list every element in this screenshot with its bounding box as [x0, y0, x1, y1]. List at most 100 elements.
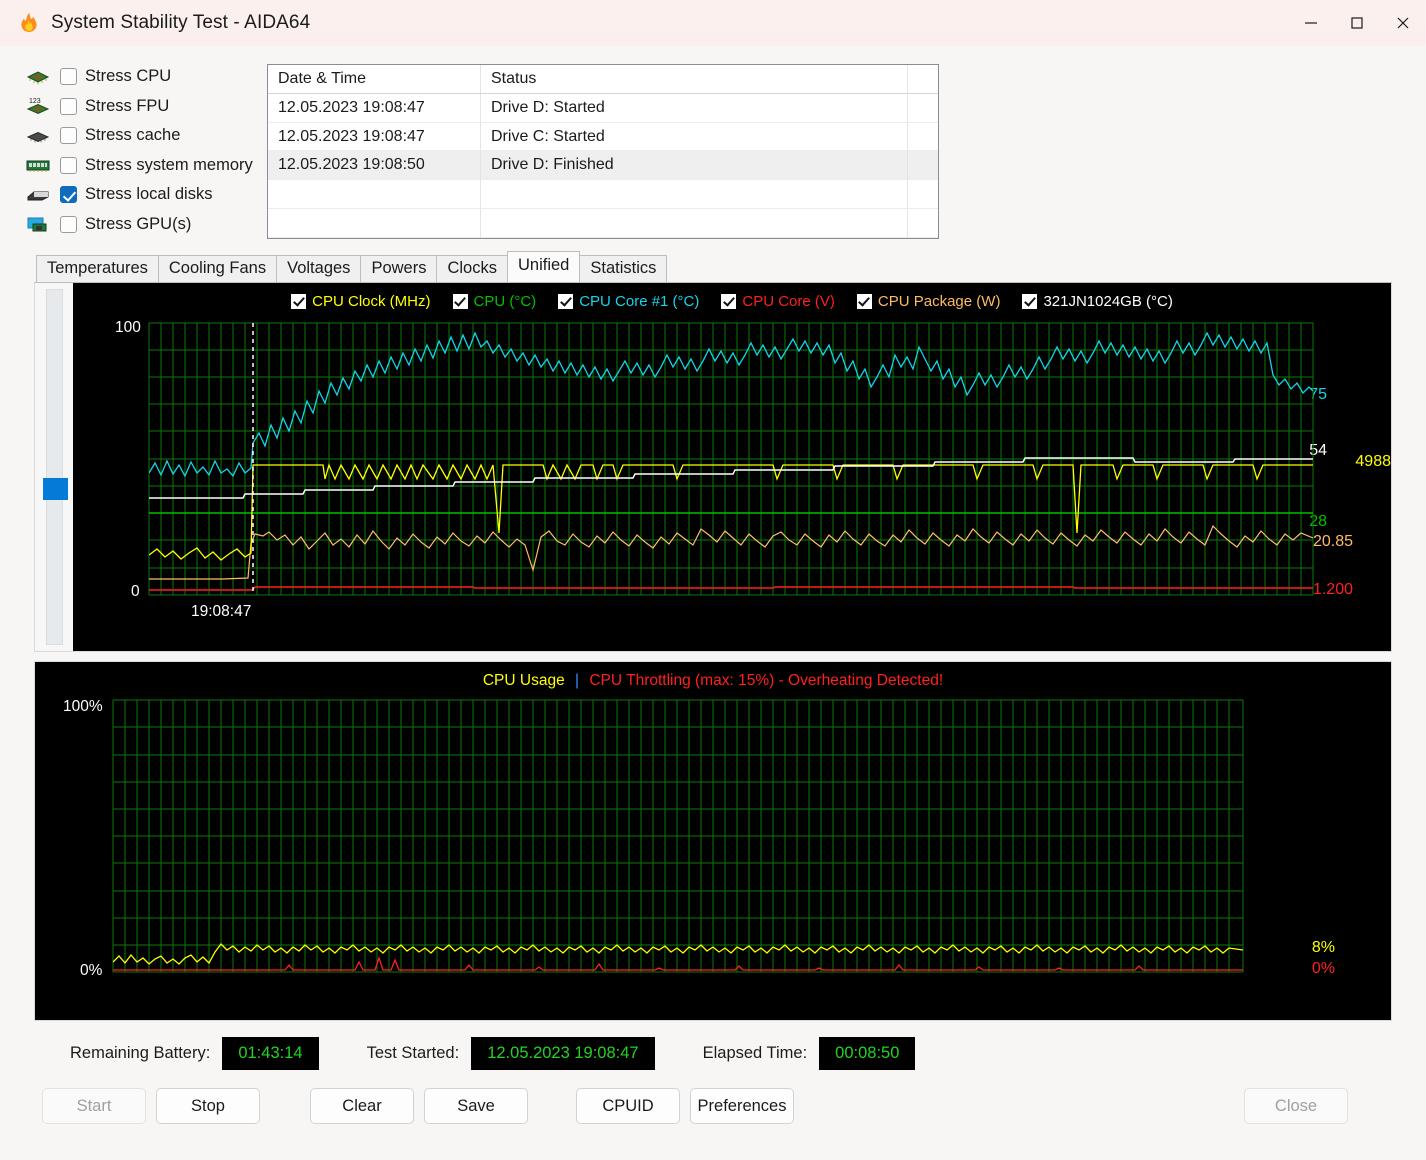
stress-option-cache[interactable]: Stress cache — [24, 121, 250, 151]
tab-statistics[interactable]: Statistics — [579, 255, 668, 282]
series-cpu-core-1-line — [149, 331, 1313, 478]
clear-button[interactable]: Clear — [310, 1088, 414, 1124]
table-row[interactable]: 12.05.2023 19:08:47 Drive C: Started — [268, 122, 938, 152]
series-cpu-usage-line — [113, 943, 1243, 965]
unified-graph[interactable]: CPU Clock (MHz) CPU (°C) CPU Core #1 (°C… — [73, 283, 1391, 651]
legend-label: CPU Package (W) — [877, 293, 1001, 310]
legend-item-cpu-clock[interactable]: CPU Clock (MHz) — [291, 293, 431, 310]
stress-local-disks-checkbox[interactable] — [60, 186, 77, 204]
column-header-datetime: Date & Time — [268, 65, 481, 93]
slider-track[interactable] — [42, 289, 68, 645]
stress-option-label: Stress FPU — [85, 96, 170, 115]
table-row-empty[interactable] — [268, 209, 938, 238]
value-label-ssd-temp: 54 — [1309, 442, 1327, 459]
legend-checkbox[interactable] — [558, 294, 574, 309]
title-cpu-throttling: CPU Throttling (max: 15%) - Overheating … — [589, 672, 944, 689]
legend-item-cpu-core-1[interactable]: CPU Core #1 (°C) — [558, 293, 699, 310]
close-window-button[interactable] — [1380, 0, 1426, 46]
fpu-chip-icon: 123 — [24, 96, 52, 116]
cell-status: Drive D: Started — [481, 93, 908, 122]
title-bar: System Stability Test - AIDA64 — [0, 0, 1426, 46]
stress-option-fpu[interactable]: 123 Stress FPU — [24, 92, 250, 122]
unified-chart-container: CPU Clock (MHz) CPU (°C) CPU Core #1 (°C… — [34, 282, 1392, 1124]
legend-checkbox[interactable] — [452, 294, 468, 309]
chart-legend: CPU Clock (MHz) CPU (°C) CPU Core #1 (°C… — [73, 293, 1391, 310]
legend-label: 321JN1024GB (°C) — [1043, 293, 1173, 310]
stress-cache-checkbox[interactable] — [60, 127, 77, 145]
preferences-button[interactable]: Preferences — [690, 1088, 794, 1124]
value-label-cpu-usage: 8% — [1311, 939, 1335, 956]
start-button[interactable]: Start — [42, 1088, 146, 1124]
status-log-table[interactable]: Date & Time Status 12.05.2023 19:08:47 D… — [267, 64, 939, 239]
chart-vertical-slider[interactable] — [35, 283, 73, 651]
battery-label: Remaining Battery: — [70, 1044, 211, 1062]
value-label-cpu-package: 20.85 — [1312, 533, 1353, 550]
save-button[interactable]: Save — [424, 1088, 528, 1124]
legend-checkbox[interactable] — [1022, 294, 1038, 309]
legend-item-cpu-package[interactable]: CPU Package (W) — [856, 293, 1001, 310]
usage-y-axis-label-bottom: 0% — [80, 962, 103, 979]
legend-item-cpu-temp[interactable]: CPU (°C) — [452, 293, 537, 310]
cpuid-button[interactable]: CPUID — [576, 1088, 680, 1124]
stress-option-label: Stress CPU — [85, 67, 172, 86]
tab-powers[interactable]: Powers — [360, 255, 438, 282]
button-bar: Start Stop Clear Save CPUID Preferences … — [34, 1088, 1392, 1124]
elapsed-time-value: 00:08:50 — [819, 1037, 916, 1070]
stress-option-local-disks[interactable]: Stress local disks — [24, 180, 250, 210]
y-axis-label-bottom: 0 — [131, 583, 140, 600]
cell-datetime: 12.05.2023 19:08:50 — [268, 151, 481, 180]
legend-item-cpu-core-voltage[interactable]: CPU Core (V) — [721, 293, 835, 310]
stress-cpu-checkbox[interactable] — [60, 68, 77, 86]
stress-memory-checkbox[interactable] — [60, 156, 77, 174]
stress-gpu-checkbox[interactable] — [60, 215, 77, 233]
flame-icon — [18, 12, 40, 34]
hard-disk-icon — [24, 185, 52, 205]
tab-unified[interactable]: Unified — [506, 251, 581, 282]
stress-option-cpu[interactable]: Stress CPU — [24, 62, 250, 92]
tab-temperatures[interactable]: Temperatures — [36, 255, 159, 282]
stress-fpu-checkbox[interactable] — [60, 97, 77, 115]
table-row-empty[interactable] — [268, 180, 938, 210]
cache-chip-icon — [24, 126, 52, 146]
legend-checkbox[interactable] — [721, 294, 737, 309]
legend-checkbox[interactable] — [291, 294, 307, 309]
cpu-usage-chart-title: CPU Usage | CPU Throttling (max: 15%) - … — [35, 672, 1391, 690]
legend-checkbox[interactable] — [856, 294, 872, 309]
unified-series-group — [149, 323, 1313, 595]
svg-text:123: 123 — [29, 98, 41, 105]
stress-option-gpu[interactable]: Stress GPU(s) — [24, 210, 250, 240]
legend-label: CPU Core (V) — [742, 293, 835, 310]
series-ssd-temp-line — [149, 457, 1313, 499]
cell-extra — [908, 123, 938, 151]
tab-cooling-fans[interactable]: Cooling Fans — [157, 255, 278, 282]
value-label-cpu-core-voltage: 1.200 — [1312, 581, 1353, 598]
legend-label: CPU (°C) — [473, 293, 537, 310]
stop-button[interactable]: Stop — [156, 1088, 260, 1124]
table-row[interactable]: 12.05.2023 19:08:47 Drive D: Started — [268, 93, 938, 123]
cell-extra — [908, 180, 938, 208]
cell-status — [481, 180, 908, 209]
window-content: Stress CPU 123 Stress FPU — [0, 46, 1426, 1160]
window-title: System Stability Test - AIDA64 — [51, 12, 311, 33]
stress-option-memory[interactable]: Stress system memory — [24, 151, 253, 181]
stress-option-label: Stress GPU(s) — [85, 214, 192, 233]
maximize-button[interactable] — [1334, 0, 1380, 46]
cell-status — [481, 209, 908, 237]
legend-item-ssd-temp[interactable]: 321JN1024GB (°C) — [1022, 293, 1173, 310]
cpu-usage-chart-panel[interactable]: CPU Usage | CPU Throttling (max: 15%) - … — [34, 661, 1392, 1021]
gpu-card-icon — [24, 214, 52, 234]
slider-thumb[interactable] — [42, 477, 68, 500]
stress-option-label: Stress system memory — [85, 155, 253, 174]
tab-voltages[interactable]: Voltages — [276, 255, 362, 282]
series-cpu-package-line — [149, 524, 1313, 580]
table-header-row: Date & Time Status — [268, 65, 938, 94]
value-label-cpu-temp: 28 — [1309, 513, 1327, 530]
tab-bar: Temperatures Cooling Fans Voltages Power… — [0, 251, 1426, 282]
minimize-button[interactable] — [1288, 0, 1334, 46]
close-button[interactable]: Close — [1244, 1088, 1348, 1124]
table-row-selected[interactable]: 12.05.2023 19:08:50 Drive D: Finished — [268, 151, 938, 181]
title-separator: | — [575, 672, 580, 689]
cell-extra — [908, 94, 938, 122]
series-cpu-throttling-line — [113, 955, 1243, 971]
tab-clocks[interactable]: Clocks — [436, 255, 508, 282]
